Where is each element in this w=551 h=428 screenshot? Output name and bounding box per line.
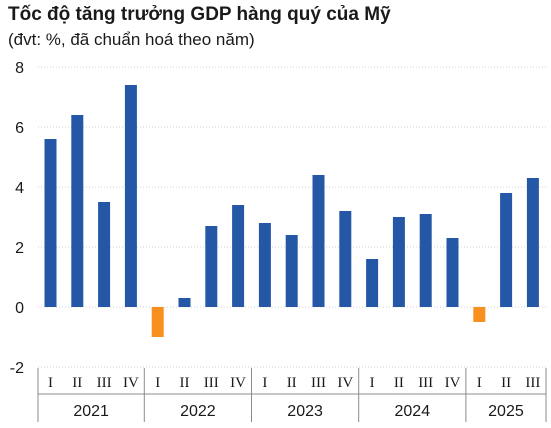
bar-2022-II — [178, 298, 191, 307]
quarter-label: II — [394, 375, 404, 391]
quarter-label: I — [477, 375, 482, 391]
year-label-2021: 2021 — [73, 403, 109, 420]
quarter-label: III — [97, 375, 112, 391]
bar-2021-III — [98, 202, 111, 307]
bar-2023-II — [285, 235, 298, 307]
quarter-label: I — [155, 375, 160, 391]
quarter-label: I — [262, 375, 267, 391]
quarter-label: III — [204, 375, 219, 391]
year-label-2022: 2022 — [180, 403, 216, 420]
quarter-label: III — [525, 375, 540, 391]
bar-2023-IV — [339, 211, 352, 307]
bar-2021-IV — [124, 85, 137, 307]
quarter-label: IV — [445, 375, 461, 391]
bar-2023-III — [312, 175, 325, 307]
year-label-2024: 2024 — [395, 403, 431, 420]
bar-2024-II — [392, 217, 405, 307]
chart-title: Tốc độ tăng trưởng GDP hàng quý của Mỹ — [8, 4, 391, 25]
bar-2025-II — [500, 193, 513, 307]
grid-lines: 8 6 4 2 0 -2 — [10, 60, 546, 377]
quarter-label: II — [72, 375, 82, 391]
quarter-label: I — [370, 375, 375, 391]
y-tick-label: 4 — [15, 180, 24, 197]
quarter-label: III — [418, 375, 433, 391]
bar-2021-II — [71, 115, 84, 307]
quarter-label: I — [48, 375, 53, 391]
quarter-label: IV — [337, 375, 353, 391]
bar-2025-I — [473, 307, 486, 322]
bar-2023-I — [258, 223, 271, 307]
chart-subtitle: (đvt: %, đã chuẩn hoá theo năm) — [8, 30, 255, 49]
y-tick-label: 0 — [15, 300, 24, 317]
x-axis: I II III IV I II III IV I II III IV I II III IV I II III20… — [37, 368, 547, 422]
bars — [44, 85, 539, 337]
y-tick-label: 8 — [15, 60, 24, 77]
quarter-label: II — [287, 375, 297, 391]
bar-2024-IV — [446, 238, 459, 307]
quarter-label: II — [180, 375, 190, 391]
year-label-2025: 2025 — [488, 403, 524, 420]
quarter-label: IV — [123, 375, 139, 391]
year-label-2023: 2023 — [287, 403, 323, 420]
bar-2024-III — [419, 214, 432, 307]
bar-2022-I — [151, 307, 164, 337]
bar-2025-III — [526, 178, 539, 307]
y-tick-label: 6 — [15, 120, 24, 137]
bar-2021-I — [44, 139, 57, 307]
y-tick-label: -2 — [10, 360, 24, 377]
quarter-label: III — [311, 375, 326, 391]
y-tick-label: 2 — [15, 240, 24, 257]
bar-2024-I — [366, 259, 379, 307]
bar-2022-IV — [232, 205, 245, 307]
bar-2022-III — [205, 226, 218, 307]
quarter-label: II — [501, 375, 511, 391]
quarter-label: IV — [230, 375, 246, 391]
